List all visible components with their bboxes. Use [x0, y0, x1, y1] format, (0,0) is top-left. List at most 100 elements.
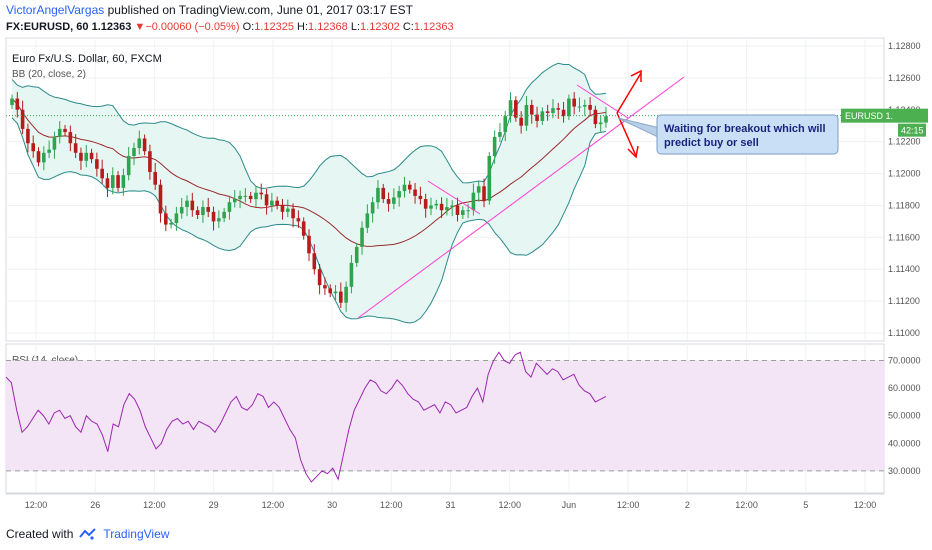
candle-body [333, 291, 338, 294]
candle-body [535, 114, 539, 121]
rsi-line [5, 351, 607, 483]
time-tick-label: 12:00 [380, 500, 403, 510]
candle-body [540, 111, 545, 121]
bb-fill [12, 63, 606, 323]
candle-body [498, 132, 502, 137]
last-price: 1.12363 [91, 21, 132, 33]
candle-body [153, 171, 157, 185]
candle-body [238, 195, 242, 200]
bb-indicator-title: BB (20, close, 2) [12, 69, 86, 80]
candle-body [413, 189, 417, 196]
price-tick-label: 1.11000 [888, 328, 920, 338]
author-link[interactable]: VictorAngelVargas [6, 3, 105, 17]
price-pane-title: Euro Fx/U.S. Dollar, 60, FXCM [12, 53, 162, 65]
candle-body [407, 184, 412, 190]
candle-body [158, 184, 163, 214]
annotation-text-line-2: predict buy or sell [664, 137, 759, 149]
candle-body [339, 291, 343, 303]
candle-body [423, 199, 428, 209]
rsi-tick-label: 30.0000 [888, 466, 921, 476]
candle-body [328, 288, 333, 294]
candle-body [461, 210, 465, 216]
tradingview-brand[interactable]: TradingView [103, 527, 170, 541]
price-tick-label: 1.12600 [888, 73, 921, 83]
candle-body [243, 195, 248, 197]
created-with-text: Created with [6, 527, 74, 541]
candle-body [132, 148, 136, 157]
candle-body [529, 104, 534, 115]
footer: Created with TradingView [6, 527, 169, 541]
time-tick-label: 12:00 [498, 500, 521, 510]
candle-body [222, 211, 226, 219]
candle-body [259, 192, 264, 195]
tradingview-logo-icon [79, 528, 97, 540]
change-arrow-icon: ▼ [134, 21, 146, 33]
candle-body [110, 175, 115, 188]
countdown-box [898, 123, 926, 137]
candle-body [354, 246, 359, 263]
candle-body [492, 136, 497, 157]
candle-body [349, 262, 354, 287]
candle-body [42, 152, 46, 163]
high-label: H: [297, 21, 309, 33]
candle-body [116, 175, 120, 188]
time-tick-label: 12:00 [262, 500, 285, 510]
candle-body [402, 184, 407, 192]
candle-body [148, 151, 152, 172]
time-tick-label: 12:00 [735, 500, 758, 510]
rsi-tick-label: 40.0000 [888, 438, 921, 448]
up-arrow-shaft [616, 72, 642, 114]
candle-body [450, 205, 454, 208]
candle-body [519, 117, 523, 126]
published-text: published on TradingView.com, June 01, 2… [107, 3, 413, 17]
candle-body [429, 205, 433, 209]
candle-body [312, 253, 317, 270]
candle-body [185, 200, 189, 208]
candle-body [503, 116, 508, 133]
candle-body [471, 192, 476, 211]
open-label: O: [242, 21, 255, 33]
candle-body [190, 200, 195, 211]
candle-body [248, 195, 253, 200]
time-tick-label: 2 [685, 500, 690, 510]
candle-body [270, 200, 274, 206]
candle-body [26, 128, 30, 144]
candle-body [201, 207, 205, 216]
candle-body [370, 202, 375, 214]
time-tick-label: 12:00 [143, 500, 166, 510]
candle-body [561, 109, 566, 117]
price-tick-label: 1.12000 [888, 169, 921, 179]
candle-body [296, 218, 301, 222]
candle-body [604, 116, 608, 123]
candle-body [577, 106, 582, 108]
candle-body [508, 100, 513, 117]
price-tag-text: EURUSD 1.12363 [845, 111, 918, 121]
time-tick-label: Jun [562, 500, 577, 510]
candle-body [439, 203, 444, 211]
candle-body [137, 138, 142, 149]
time-tick-label: 12:00 [25, 500, 48, 510]
candle-body [20, 109, 25, 129]
candle-body [434, 203, 439, 206]
candle-body [100, 168, 104, 179]
candle-body [105, 178, 110, 188]
candle-body [317, 269, 322, 286]
candle-body [52, 136, 57, 150]
time-tick-label: 12:00 [617, 500, 640, 510]
candle-body [386, 199, 391, 204]
price-tick-label: 1.11200 [888, 296, 920, 306]
bb-basis-line [11, 98, 607, 247]
candle-body [164, 213, 168, 225]
time-tick-label: 12:00 [854, 500, 877, 510]
candle-body [482, 186, 486, 201]
rsi-band-fill [6, 360, 884, 471]
candle-body [323, 285, 327, 289]
publish-line: VictorAngelVargas published on TradingVi… [6, 3, 413, 17]
price-tick-label: 1.12800 [888, 41, 921, 51]
high-value: 1.12368 [308, 21, 348, 33]
candle-body [174, 213, 179, 223]
price-tag-box [841, 108, 893, 123]
up-arrow-head-icon [630, 69, 642, 82]
candle-body [344, 286, 348, 303]
